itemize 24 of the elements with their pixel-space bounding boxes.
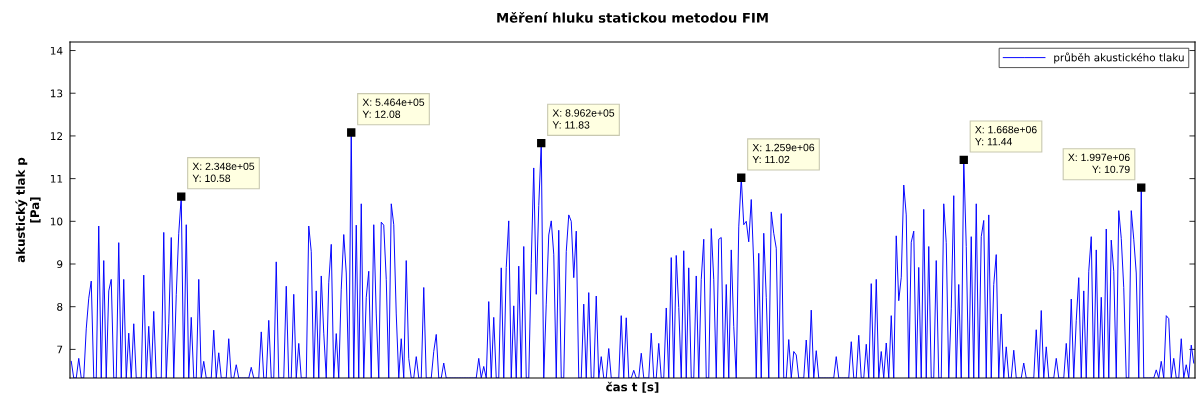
point <box>737 173 746 182</box>
point <box>1137 183 1146 192</box>
point <box>959 155 968 165</box>
legend-label: průběh akustického tlaku <box>1054 52 1184 64</box>
chart-title: Měření hluku statickou metodou FIM <box>497 12 768 23</box>
data-label: X: 5.464e+05 Y: 12.08 <box>362 98 425 118</box>
y-tick-label: 13 <box>50 89 63 98</box>
data-label: X: 1.668e+06 Y: 11.44 <box>975 125 1037 146</box>
data-label: X: 1.997e+06 Y: 10.79 <box>1068 153 1130 174</box>
y-tick-label: 11 <box>50 174 63 183</box>
data-label: X: 2.348e+05 Y: 10.58 <box>192 162 255 182</box>
x-axis-title: čas t [s] <box>606 381 659 393</box>
point <box>347 128 356 137</box>
point <box>177 192 186 201</box>
y-tick-label: 7 <box>57 345 63 354</box>
y-axis-title: akustický tlak p [Pa] <box>15 157 41 263</box>
y-tick-label: 12 <box>50 132 63 140</box>
y-tick-label: 14 <box>50 46 63 55</box>
y-tick-label: 10 <box>50 217 63 226</box>
data-label: X: 1.259e+06 Y: 11.02 <box>752 143 815 164</box>
data-label: X: 8.962e+05 Y: 11.83 <box>552 109 615 129</box>
y-tick-label: 9 <box>57 260 63 269</box>
point <box>537 139 546 148</box>
y-tick-label: 8 <box>57 302 63 311</box>
